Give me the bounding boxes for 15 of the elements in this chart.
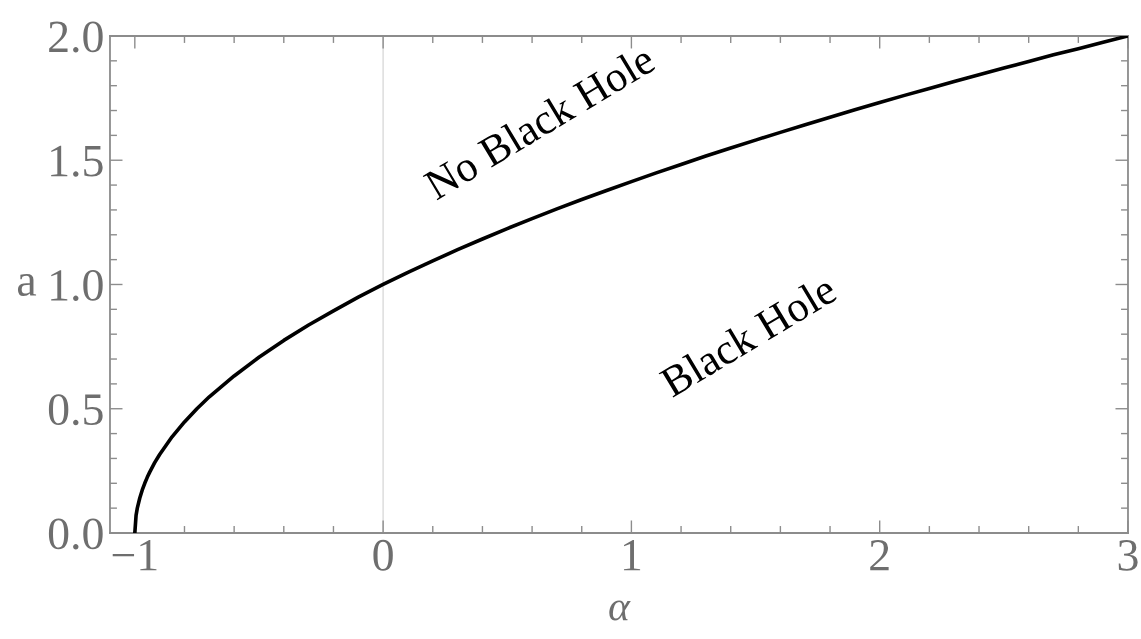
y-tick-label: 2.0: [49, 21, 103, 53]
y-tick-label: 1.5: [51, 145, 103, 177]
y-tick-label: 1.0: [51, 269, 103, 302]
y-tick-label: 0.0: [48, 518, 103, 550]
x-tick-label: 3: [1118, 540, 1138, 571]
x-axis-title: α: [609, 600, 631, 621]
x-tick-label: 1: [623, 540, 641, 571]
x-tick-label: 0: [373, 539, 393, 571]
y-tick-label: 0.5: [48, 394, 103, 426]
annotation: No Black Hole: [421, 42, 657, 201]
x-tick-label: −1: [112, 540, 157, 571]
y-axis-title: a: [17, 274, 37, 296]
line-series: [133, 35, 1128, 533]
annotation: Black Hole: [657, 273, 839, 398]
x-tick-label: 2: [870, 540, 889, 571]
